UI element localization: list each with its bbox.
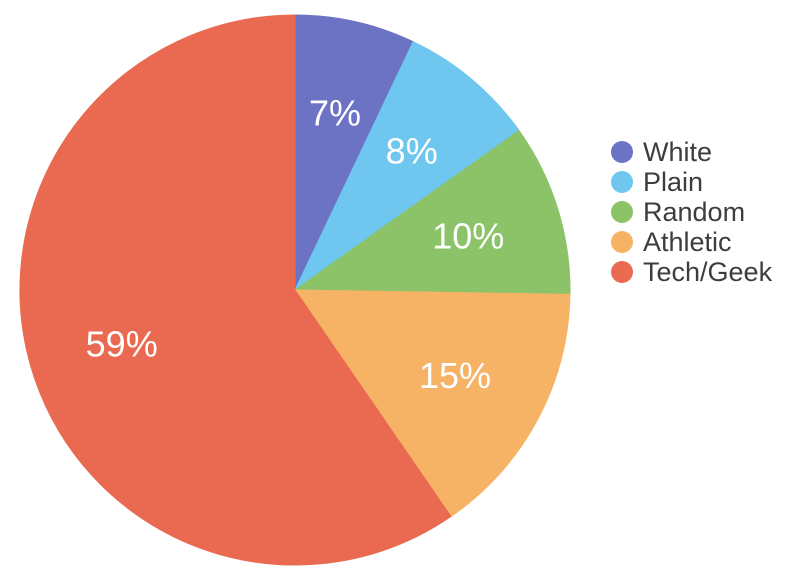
pie-slices: [19, 14, 571, 566]
legend-label-tech-geek: Tech/Geek: [643, 257, 773, 287]
legend-swatch-tech-geek: [611, 261, 633, 283]
pie-slice-athletic: [294, 289, 571, 518]
slice-value-label-athletic: 15%: [419, 355, 491, 396]
slice-value-label-tech-geek: 59%: [86, 323, 158, 364]
legend-label-athletic: Athletic: [643, 227, 732, 257]
pie-slice-random: [293, 129, 571, 295]
pie-slice-white: [294, 14, 414, 291]
slice-value-label-random: 10%: [432, 216, 504, 257]
legend-label-white: White: [643, 137, 712, 167]
pie-slice-plain: [293, 41, 520, 292]
slice-value-label-white: 7%: [309, 93, 361, 134]
legend-swatch-plain: [611, 171, 633, 193]
legend-swatch-random: [611, 201, 633, 223]
pie-slice-labels: 7% 8% 10% 15% 59%: [86, 93, 505, 397]
legend-swatch-athletic: [611, 231, 633, 253]
pie-slice-tech-geek: [19, 14, 452, 566]
slice-value-label-plain: 8%: [386, 131, 438, 172]
legend-label-plain: Plain: [643, 167, 703, 197]
legend-swatch-white: [611, 141, 633, 163]
legend-label-random: Random: [643, 197, 745, 227]
